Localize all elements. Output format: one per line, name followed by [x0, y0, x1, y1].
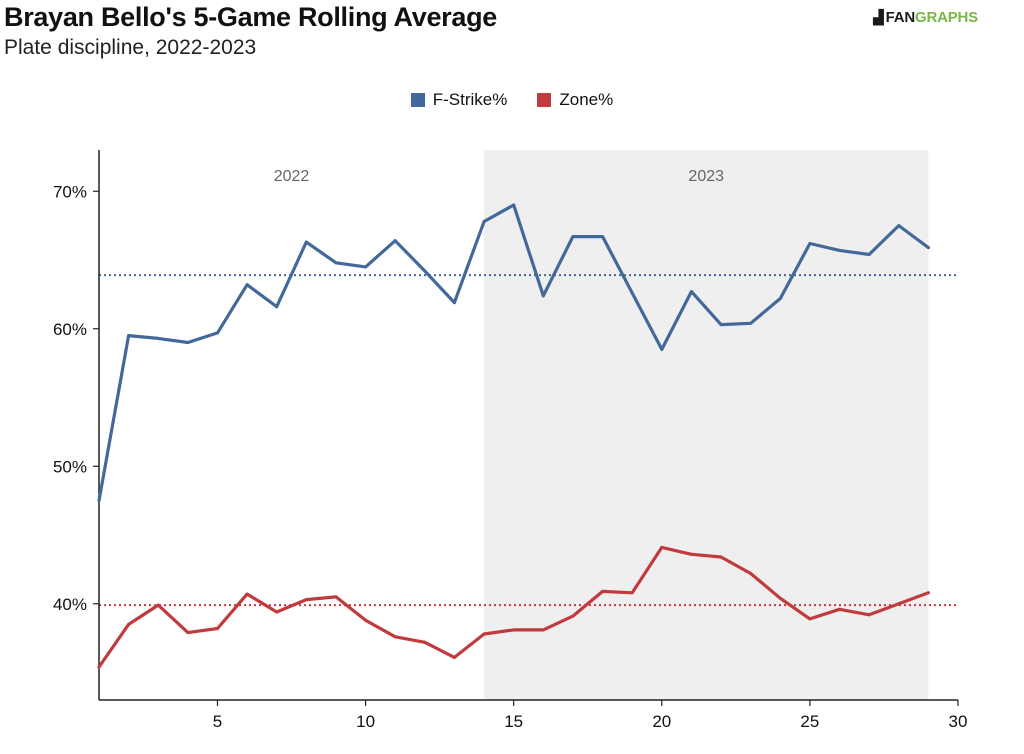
data-point-fstrike — [423, 269, 427, 273]
data-point-zone — [630, 591, 634, 595]
data-point-zone — [245, 592, 249, 596]
data-point-zone — [867, 613, 871, 617]
legend-swatch-fstrike — [410, 93, 425, 107]
data-point-fstrike — [482, 220, 486, 223]
data-point-fstrike — [571, 235, 575, 239]
x-tick-label: 5 — [213, 712, 222, 731]
legend-label-fstrike: F-Strike% — [432, 90, 508, 109]
data-point-zone — [926, 591, 930, 595]
data-point-zone — [452, 655, 456, 659]
data-point-fstrike — [838, 248, 842, 252]
data-point-fstrike — [186, 341, 190, 344]
data-point-fstrike — [512, 203, 516, 207]
data-point-fstrike — [719, 323, 723, 327]
data-point-fstrike — [808, 242, 812, 245]
data-point-zone — [127, 622, 131, 626]
x-tick-label: 25 — [800, 712, 819, 731]
data-point-zone — [719, 555, 723, 559]
data-point-fstrike — [749, 321, 753, 325]
y-tick-label: 40% — [53, 595, 87, 614]
data-point-zone — [97, 665, 101, 669]
data-point-zone — [660, 545, 664, 549]
chart-legend: F-Strike% Zone% — [0, 90, 1024, 110]
y-tick-label: 70% — [53, 182, 87, 201]
data-point-fstrike — [867, 253, 871, 256]
data-point-zone — [393, 635, 397, 639]
data-point-fstrike — [304, 240, 308, 244]
data-point-zone — [364, 618, 368, 622]
data-point-fstrike — [601, 235, 605, 239]
data-point-fstrike — [452, 301, 456, 305]
data-point-fstrike — [897, 224, 901, 228]
data-point-fstrike — [156, 336, 160, 340]
data-point-fstrike — [689, 290, 693, 294]
data-point-zone — [689, 552, 693, 556]
fangraphs-logo-icon: ▟ — [873, 9, 884, 25]
data-point-fstrike — [926, 246, 930, 250]
data-point-fstrike — [778, 297, 782, 300]
data-point-zone — [156, 603, 160, 607]
data-point-zone — [482, 632, 486, 636]
data-point-fstrike — [245, 283, 249, 287]
data-point-zone — [778, 596, 782, 600]
legend-label-zone: Zone% — [559, 90, 614, 109]
fangraphs-logo: ▟ FAN GRAPHS — [873, 9, 978, 26]
legend-item-zone: Zone% — [537, 90, 613, 110]
data-point-zone — [541, 628, 545, 632]
data-point-fstrike — [215, 331, 219, 335]
data-point-fstrike — [630, 291, 634, 295]
data-point-zone — [897, 602, 901, 606]
y-tick-label: 60% — [53, 320, 87, 339]
x-tick-label: 10 — [356, 712, 375, 731]
data-point-zone — [423, 640, 427, 644]
data-point-zone — [838, 607, 842, 611]
data-point-fstrike — [393, 239, 397, 243]
legend-swatch-zone — [537, 93, 552, 107]
data-point-fstrike — [97, 499, 101, 503]
legend-item-fstrike: F-Strike% — [410, 90, 508, 110]
season-label-2023: 2023 — [688, 168, 724, 185]
chart-subtitle: Plate discipline, 2022-2023 — [4, 36, 257, 59]
data-point-zone — [571, 614, 575, 618]
data-point-zone — [275, 610, 279, 614]
x-tick-label: 15 — [504, 712, 523, 731]
x-tick-label: 20 — [652, 712, 671, 731]
x-tick-label: 30 — [949, 712, 968, 731]
data-point-zone — [186, 631, 190, 635]
data-point-fstrike — [541, 294, 545, 298]
data-point-fstrike — [127, 334, 131, 338]
data-point-zone — [512, 628, 516, 632]
chart-title: Brayan Bello's 5-Game Rolling Average — [4, 2, 497, 32]
season-label-2022: 2022 — [274, 168, 310, 185]
season-shade-2023 — [484, 150, 929, 700]
data-point-fstrike — [275, 305, 279, 309]
data-point-fstrike — [660, 347, 664, 351]
y-tick-label: 50% — [53, 457, 87, 476]
data-point-zone — [808, 617, 812, 621]
data-point-fstrike — [334, 261, 338, 265]
data-point-zone — [304, 598, 308, 602]
data-point-zone — [215, 627, 219, 630]
logo-text-fan: FAN — [885, 9, 916, 26]
data-point-zone — [601, 589, 605, 593]
logo-text-graphs: GRAPHS — [914, 9, 978, 26]
data-point-zone — [334, 595, 338, 599]
data-point-zone — [749, 572, 753, 575]
data-point-fstrike — [364, 265, 368, 269]
